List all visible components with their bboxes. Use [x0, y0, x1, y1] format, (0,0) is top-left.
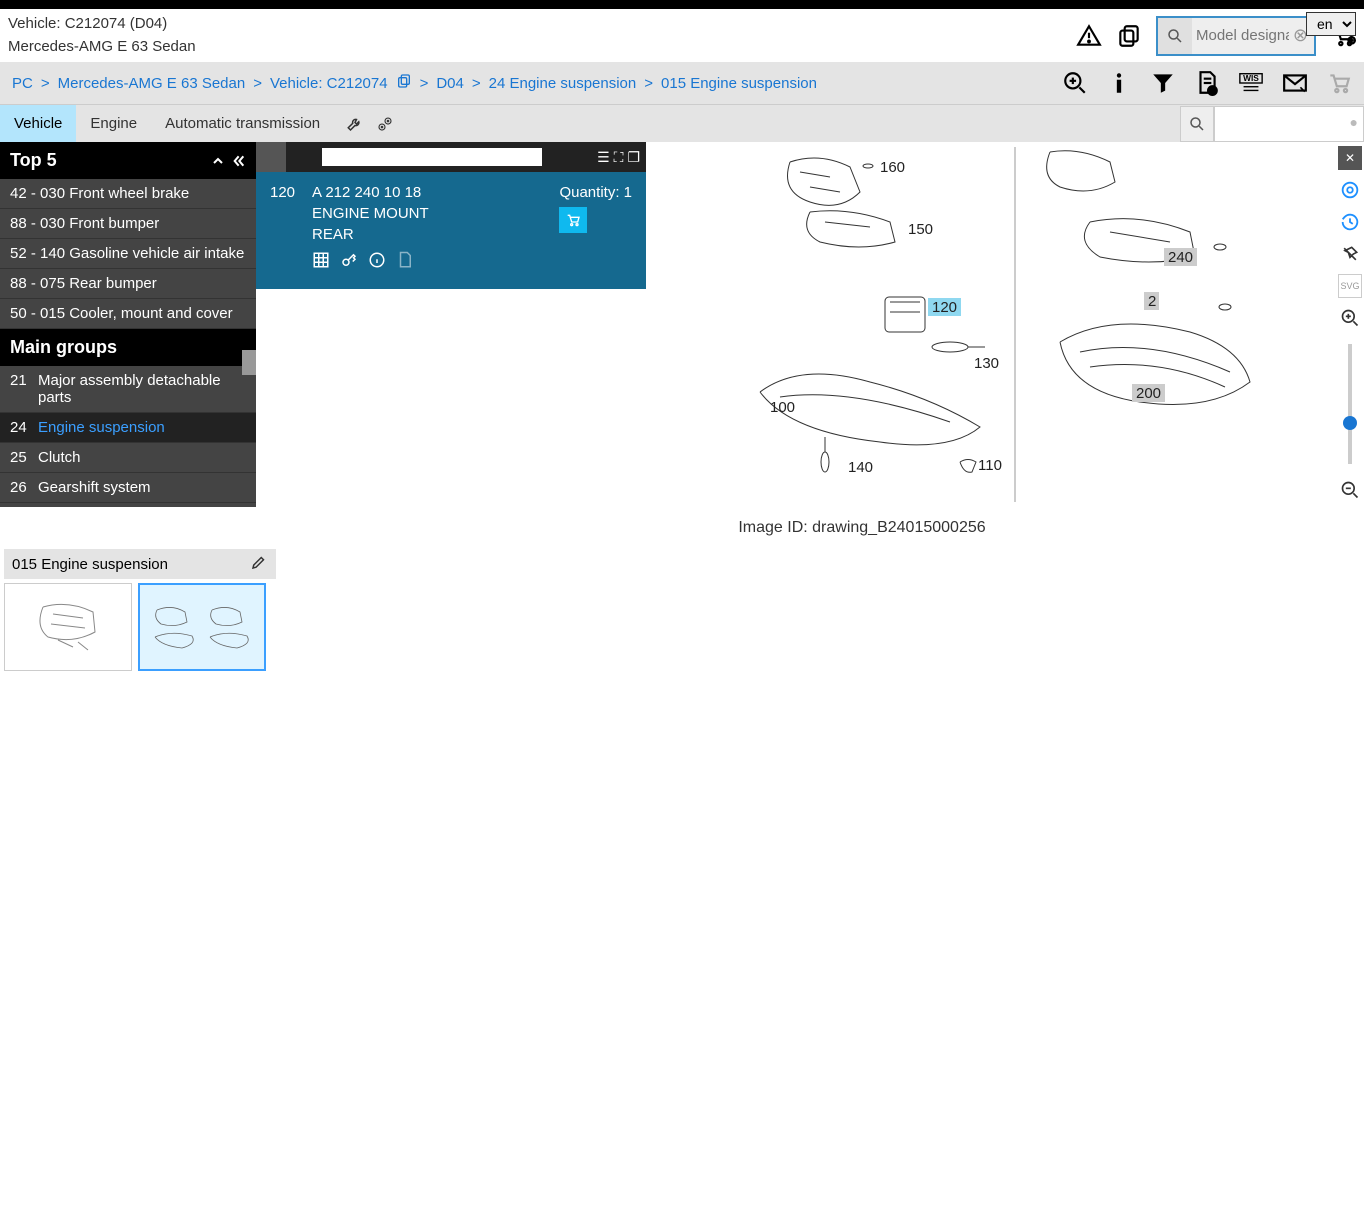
diagram-callout[interactable]: 140: [848, 459, 873, 476]
close-panel-icon[interactable]: ✕: [1338, 146, 1362, 170]
diagram-callout[interactable]: 2: [1148, 293, 1156, 310]
zoom-in-icon[interactable]: [1062, 70, 1088, 96]
collapse-icon[interactable]: [210, 153, 246, 169]
thumbnail-1[interactable]: [4, 583, 132, 671]
part-name2: REAR: [312, 226, 547, 243]
diagram-callout[interactable]: 120: [932, 299, 957, 316]
vehicle-id-line: Vehicle: C212074 (D04): [8, 13, 196, 36]
popout-icon[interactable]: ❐: [627, 149, 640, 166]
top5-item[interactable]: 42 - 030 Front wheel brake: [0, 179, 256, 209]
part-number: A 212 240 10 18: [312, 184, 547, 201]
detail-search-input[interactable]: [322, 148, 542, 166]
breadcrumb-link[interactable]: 24 Engine suspension: [489, 75, 637, 92]
file-icon[interactable]: [396, 251, 414, 273]
diagram-callout[interactable]: 110: [978, 457, 1002, 474]
main-group-item[interactable]: 24Engine suspension: [0, 413, 256, 443]
top5-item[interactable]: 88 - 030 Front bumper: [0, 209, 256, 239]
info-circle-icon[interactable]: [368, 251, 386, 273]
breadcrumb-link[interactable]: 015 Engine suspension: [661, 75, 817, 92]
breadcrumb-link[interactable]: D04: [436, 75, 464, 92]
main-groups-title: Main groups: [10, 337, 117, 358]
wrench-icon[interactable]: [346, 115, 364, 133]
mail-icon[interactable]: [1282, 70, 1308, 96]
table-icon[interactable]: [312, 251, 330, 273]
pin-icon[interactable]: [1338, 242, 1362, 266]
diagram-callout[interactable]: 100: [770, 399, 795, 416]
document-alert-icon[interactable]: !: [1194, 70, 1220, 96]
scrollbar-thumb[interactable]: [242, 350, 256, 375]
model-search-box[interactable]: ⊗: [1156, 16, 1316, 56]
qty-value: 1: [624, 184, 632, 201]
filter-icon[interactable]: [1150, 70, 1176, 96]
diagram-callout[interactable]: 200: [1136, 385, 1161, 402]
thumbnail-2[interactable]: [138, 583, 266, 671]
clear-icon[interactable]: ●: [1350, 114, 1358, 130]
top5-title: Top 5: [10, 150, 57, 171]
history-icon[interactable]: [1338, 210, 1362, 234]
main-group-item[interactable]: 27Automatic MB transmission: [0, 503, 256, 507]
part-name1: ENGINE MOUNT: [312, 205, 547, 222]
qty-label: Quantity:: [559, 184, 619, 201]
diagram-callout[interactable]: 130: [974, 355, 999, 372]
vehicle-model-line: Mercedes-AMG E 63 Sedan: [8, 36, 196, 59]
tab-search-icon: [1180, 106, 1214, 142]
list-icon[interactable]: ☰: [597, 149, 610, 166]
top5-item[interactable]: 52 - 140 Gasoline vehicle air intake: [0, 239, 256, 269]
gears-icon[interactable]: [376, 115, 394, 133]
diagram-callout[interactable]: 150: [908, 221, 933, 238]
part-card[interactable]: 120 A 212 240 10 18 ENGINE MOUNT REAR Qu…: [256, 172, 646, 289]
copy-icon[interactable]: [396, 73, 412, 93]
tab-automatic-transmission[interactable]: Automatic transmission: [151, 105, 334, 142]
breadcrumb-link[interactable]: Vehicle: C212074: [270, 75, 388, 92]
main-group-item[interactable]: 26Gearshift system: [0, 473, 256, 503]
strip-title: 015 Engine suspension: [12, 556, 168, 573]
warning-icon[interactable]: [1076, 23, 1102, 49]
key-icon[interactable]: [340, 251, 358, 273]
zoom-slider[interactable]: [1348, 344, 1352, 464]
model-search-input[interactable]: [1192, 23, 1293, 48]
edit-icon[interactable]: [250, 553, 268, 575]
image-id-label: Image ID: drawing_B24015000256: [360, 507, 1364, 549]
breadcrumb-link[interactable]: Mercedes-AMG E 63 Sedan: [58, 75, 246, 92]
diagram-canvas[interactable]: 160 150 120 130 100 110 140 240 2 200 ✕ SVG: [646, 142, 1364, 507]
svg-export-icon[interactable]: SVG: [1338, 274, 1362, 298]
zoom-plus-icon[interactable]: [1338, 306, 1362, 330]
search-icon: [1158, 18, 1192, 54]
main-group-item[interactable]: 21Major assembly detachable parts: [0, 366, 256, 413]
zoom-minus-icon[interactable]: [1338, 478, 1362, 502]
top5-item[interactable]: 88 - 075 Rear bumper: [0, 269, 256, 299]
info-icon[interactable]: [1106, 70, 1132, 96]
language-select[interactable]: en: [1306, 12, 1356, 36]
diagram-callout[interactable]: 240: [1168, 249, 1193, 266]
diagram-callout[interactable]: 160: [880, 159, 905, 176]
tab-engine[interactable]: Engine: [76, 105, 151, 142]
copy-icon[interactable]: [1116, 23, 1142, 49]
breadcrumb: PC>Mercedes-AMG E 63 Sedan>Vehicle: C212…: [12, 73, 817, 93]
cart-disabled-icon: [1326, 70, 1352, 96]
svg-text:!: !: [1211, 87, 1213, 96]
tab-vehicle[interactable]: Vehicle: [0, 105, 76, 142]
breadcrumb-link[interactable]: PC: [12, 75, 33, 92]
wis-icon[interactable]: WIS: [1238, 70, 1264, 96]
part-position: 120: [270, 184, 300, 277]
add-to-cart-button[interactable]: [559, 207, 587, 233]
tab-search-input[interactable]: [1214, 106, 1364, 142]
svg-text:WIS: WIS: [1243, 73, 1259, 83]
target-icon[interactable]: [1338, 178, 1362, 202]
main-group-item[interactable]: 25Clutch: [0, 443, 256, 473]
top5-item[interactable]: 50 - 015 Cooler, mount and cover: [0, 299, 256, 329]
expand-icon[interactable]: ⛶: [614, 149, 624, 166]
